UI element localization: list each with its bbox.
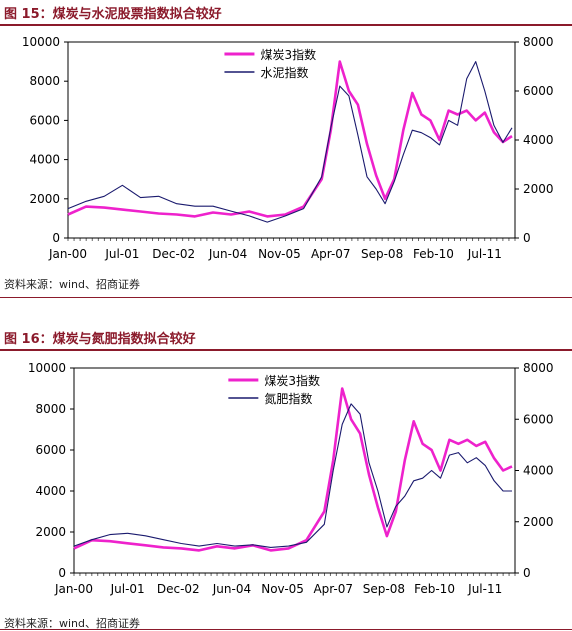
- y-right-tick-label: 2000: [523, 515, 554, 529]
- x-tick-label: Jun-04: [212, 582, 251, 596]
- y-left-tick-label: 4000: [35, 484, 66, 498]
- y-right-tick-label: 4000: [523, 133, 554, 147]
- y-left-tick-label: 8000: [35, 402, 66, 416]
- x-tick-label: Jun-04: [208, 247, 247, 261]
- x-tick-label: Sep-08: [363, 582, 405, 596]
- y-left-tick-label: 0: [52, 231, 60, 245]
- x-tick-label: Dec-02: [152, 247, 195, 261]
- x-tick-label: Jul-11: [467, 582, 502, 596]
- y-left-tick-label: 4000: [29, 153, 60, 167]
- chart-coal-fertilizer: 0 2000 4000 6000 8000 10000 0 2000 4000 6000 8000 J…: [28, 361, 554, 596]
- x-tick-label: Jul-01: [104, 247, 139, 261]
- source-divider: [0, 297, 572, 298]
- figure-title: 图 15：煤炭与水泥股票指数拟合较好: [4, 7, 222, 22]
- y-left-tick-label: 2000: [29, 192, 60, 206]
- title-divider: [0, 349, 572, 351]
- legend-label: 氮肥指数: [264, 391, 312, 406]
- series-line-right-axis: [73, 403, 512, 548]
- y-left-tick-label: 8000: [29, 74, 60, 88]
- figure-16: 图 16：煤炭与氮肥指数拟合较好 0 2000 4000 6000 8000 10000 0…: [0, 325, 572, 630]
- x-tick-label: Feb-10: [413, 247, 454, 261]
- y-left-tick-label: 0: [58, 566, 66, 580]
- legend-label: 煤炭3指数: [264, 373, 320, 388]
- y-right-tick-label: 2000: [523, 182, 554, 196]
- x-tick-label: Nov-05: [261, 582, 304, 596]
- figure-title: 图 16：煤炭与氮肥指数拟合较好: [4, 332, 196, 347]
- x-tick-label: Sep-08: [361, 247, 403, 261]
- y-right-tick-label: 8000: [523, 361, 554, 375]
- x-tick-label: Apr-07: [313, 582, 353, 596]
- y-right-tick-label: 0: [523, 566, 531, 580]
- x-tick-label: Dec-02: [157, 582, 200, 596]
- figure-15: 图 15：煤炭与水泥股票指数拟合较好 0 2000 4000 6000 8000 1000…: [0, 0, 572, 300]
- y-left-tick-label: 10000: [22, 35, 60, 49]
- source-note: 资料来源：wind、招商证券: [4, 278, 141, 291]
- x-tick-label: Jan-00: [48, 247, 87, 261]
- legend-label: 水泥指数: [260, 65, 308, 80]
- y-right-tick-label: 8000: [523, 35, 554, 49]
- x-tick-label: Jul-11: [467, 247, 502, 261]
- y-left-tick-label: 2000: [35, 525, 66, 539]
- y-left-tick-label: 6000: [35, 443, 66, 457]
- x-tick-label: Jul-01: [110, 582, 145, 596]
- y-left-tick-label: 10000: [28, 361, 66, 375]
- title-divider: [0, 24, 572, 26]
- y-right-tick-label: 6000: [523, 412, 554, 426]
- series-line-right-axis: [67, 61, 513, 223]
- series-line-left-axis: [67, 60, 513, 218]
- y-right-tick-label: 6000: [523, 84, 554, 98]
- legend-label: 煤炭3指数: [260, 47, 316, 62]
- x-tick-label: Apr-07: [311, 247, 351, 261]
- y-left-tick-label: 6000: [29, 113, 60, 127]
- x-tick-label: Nov-05: [258, 247, 301, 261]
- chart-coal-cement: 0 2000 4000 6000 8000 10000 0 2000 4000 6000 8000 J…: [22, 35, 554, 261]
- x-tick-label: Feb-10: [414, 582, 455, 596]
- x-tick-label: Jan-00: [54, 582, 93, 596]
- y-right-tick-label: 4000: [523, 464, 554, 478]
- y-right-tick-label: 0: [523, 231, 531, 245]
- series-line-left-axis: [73, 387, 513, 552]
- source-note: 资料来源：wind、招商证券: [4, 617, 141, 630]
